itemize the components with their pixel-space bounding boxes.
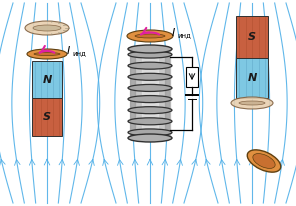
- Ellipse shape: [239, 101, 265, 105]
- Text: $I$: $I$: [171, 26, 176, 38]
- Ellipse shape: [128, 134, 172, 142]
- Ellipse shape: [33, 25, 61, 31]
- Text: инд: инд: [177, 32, 191, 38]
- Ellipse shape: [34, 53, 60, 55]
- Ellipse shape: [25, 21, 69, 35]
- Ellipse shape: [128, 129, 172, 136]
- Text: N: N: [42, 75, 52, 84]
- Ellipse shape: [128, 45, 172, 53]
- Ellipse shape: [128, 107, 172, 114]
- Bar: [130, 49, 170, 138]
- Bar: [236, 16, 268, 58]
- Ellipse shape: [128, 73, 172, 80]
- Ellipse shape: [253, 153, 275, 169]
- Ellipse shape: [27, 49, 67, 59]
- Text: S: S: [248, 32, 256, 42]
- Text: N: N: [247, 73, 257, 83]
- Ellipse shape: [127, 30, 173, 42]
- Bar: [32, 98, 62, 136]
- Ellipse shape: [231, 97, 273, 109]
- Text: $I$: $I$: [66, 44, 71, 56]
- Ellipse shape: [128, 84, 172, 91]
- Bar: [186, 67, 198, 87]
- Ellipse shape: [128, 62, 172, 69]
- Ellipse shape: [128, 96, 172, 103]
- Text: инд: инд: [72, 50, 86, 56]
- Ellipse shape: [128, 51, 172, 58]
- Text: S: S: [43, 112, 51, 122]
- Ellipse shape: [247, 150, 281, 172]
- Ellipse shape: [135, 34, 165, 38]
- Ellipse shape: [128, 118, 172, 125]
- Bar: [32, 61, 62, 98]
- Bar: [236, 58, 268, 98]
